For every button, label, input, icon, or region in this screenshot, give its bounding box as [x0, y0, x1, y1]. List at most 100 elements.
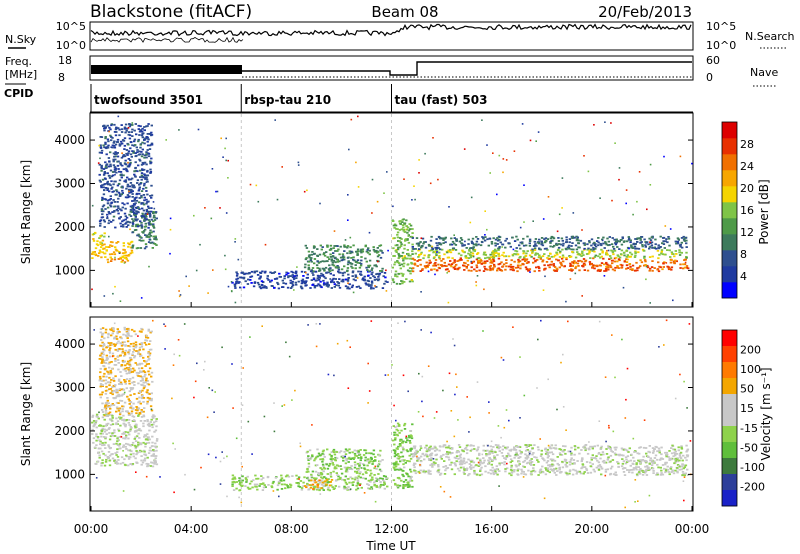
data-cell [130, 412, 133, 415]
data-cell [581, 457, 584, 460]
data-cell [115, 454, 118, 456]
data-cell [280, 488, 284, 490]
data-cell [128, 403, 131, 405]
data-cell [557, 259, 560, 262]
data-cell [685, 265, 689, 267]
data-cell [328, 258, 331, 260]
data-cell [105, 246, 108, 248]
data-cell [321, 267, 324, 270]
data-cell [123, 257, 127, 259]
data-cell [235, 481, 239, 483]
data-cell [141, 396, 144, 398]
data-cell [553, 254, 557, 257]
data-cell [409, 272, 412, 275]
data-cell [127, 133, 130, 136]
data-cell [313, 262, 316, 265]
data-cell [336, 464, 339, 467]
data-cell [497, 444, 500, 447]
data-cell [348, 148, 350, 151]
data-cell [113, 180, 116, 183]
data-cell [435, 254, 438, 257]
data-cell [108, 246, 111, 248]
data-cell [655, 473, 658, 476]
data-cell [407, 434, 411, 437]
data-cell [140, 411, 143, 413]
data-cell [401, 455, 405, 458]
data-cell [363, 467, 366, 470]
data-cell [674, 454, 677, 457]
data-cell [660, 472, 663, 474]
data-cell [115, 190, 119, 193]
data-cell [538, 267, 541, 269]
data-cell [326, 448, 329, 451]
data-cell [259, 287, 263, 290]
data-cell [517, 258, 520, 261]
data-cell [139, 169, 142, 172]
data-cell [133, 356, 136, 359]
data-cell [486, 256, 489, 259]
data-cell [124, 123, 128, 126]
data-cell [348, 287, 351, 290]
data-cell [466, 259, 469, 262]
data-cell [255, 477, 258, 480]
data-cell [687, 267, 690, 270]
data-cell [129, 241, 133, 244]
data-cell [105, 429, 108, 432]
data-cell [144, 445, 147, 448]
data-cell [402, 475, 405, 478]
data-cell [409, 434, 413, 437]
data-cell [104, 441, 107, 444]
data-cell [131, 128, 134, 131]
data-cell [480, 263, 483, 265]
data-cell [465, 265, 468, 268]
data-cell [590, 244, 593, 247]
data-cell [99, 328, 103, 330]
data-cell [538, 254, 541, 257]
data-cell [321, 273, 325, 276]
data-cell [683, 263, 687, 266]
data-cell [617, 240, 620, 243]
data-cell [634, 254, 637, 257]
data-cell [316, 455, 319, 458]
data-cell [402, 484, 405, 486]
data-cell [118, 444, 121, 447]
data-cell [360, 274, 363, 276]
data-cell [233, 477, 237, 480]
data-cell [430, 452, 434, 455]
data-cell [287, 475, 291, 478]
data-cell [127, 414, 131, 416]
data-cell [328, 463, 332, 466]
data-cell [142, 163, 145, 165]
data-cell [311, 272, 314, 274]
data-cell [544, 267, 547, 270]
data-cell [374, 480, 377, 483]
data-cell [149, 465, 152, 467]
data-cell [493, 249, 496, 252]
data-cell [148, 238, 151, 241]
data-cell [238, 479, 241, 482]
data-cell [404, 485, 407, 487]
data-cell [101, 239, 105, 242]
data-cell [447, 256, 451, 259]
data-cell [310, 475, 313, 478]
data-cell [114, 375, 117, 378]
data-cell [149, 133, 152, 135]
data-cell [128, 163, 132, 165]
data-cell [145, 125, 148, 128]
data-cell [599, 264, 602, 267]
data-cell [271, 285, 274, 287]
data-cell [103, 444, 106, 446]
data-cell [137, 443, 140, 446]
data-cell [128, 213, 131, 216]
data-cell [555, 258, 558, 261]
data-cell [133, 355, 137, 357]
data-cell [399, 438, 402, 441]
data-cell [492, 263, 496, 266]
data-cell [621, 237, 624, 240]
data-cell [393, 467, 396, 470]
data-cell [322, 489, 325, 491]
data-cell [321, 460, 324, 463]
data-cell [417, 249, 420, 252]
data-cell [129, 159, 132, 162]
data-cell [148, 265, 150, 268]
